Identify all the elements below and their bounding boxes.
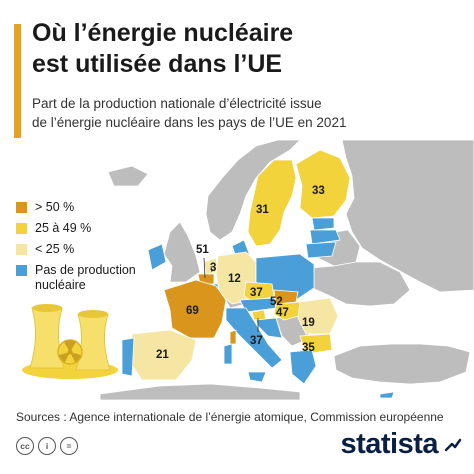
legend-swatch-under-25 xyxy=(16,244,27,255)
license-icons: cc i = xyxy=(16,437,82,455)
page-title: Où l’énergie nucléaire est utilisée dans… xyxy=(32,18,462,80)
corsica-island xyxy=(229,329,237,345)
belgium-leader-line xyxy=(203,257,206,279)
ukraine-land xyxy=(309,261,411,307)
source-note: Sources : Agence internationale de l’éne… xyxy=(16,410,444,424)
spain-value: 21 xyxy=(156,349,169,361)
czechia-value: 37 xyxy=(250,287,263,299)
italy-country xyxy=(225,307,283,369)
cooling-tower-right xyxy=(75,313,111,371)
legend-label-no-production: Pas de production nucléaire xyxy=(35,263,136,292)
sardinia-island xyxy=(223,343,233,365)
no-derivatives-icon[interactable]: = xyxy=(60,437,78,455)
estonia-country xyxy=(311,217,335,231)
title-accent-bar xyxy=(14,24,21,144)
france-country xyxy=(163,279,227,339)
cooling-towers-illustration xyxy=(22,304,118,379)
turkey-land xyxy=(333,343,471,385)
subtitle-line-1: Part de la production nationale d’électr… xyxy=(32,96,322,111)
germany-value: 12 xyxy=(228,273,241,285)
sweden-country xyxy=(247,159,297,247)
attribution-icon[interactable]: i xyxy=(38,437,56,455)
subtitle-line-2: de l’énergie nucléaire dans les pays de … xyxy=(32,115,347,130)
cyprus-country xyxy=(379,391,395,399)
legend-swatch-no-production xyxy=(16,265,27,276)
portugal-country xyxy=(121,337,135,377)
uk-land xyxy=(163,221,201,283)
legend-label-under-25: < 25 % xyxy=(35,242,75,256)
france-value: 69 xyxy=(186,305,199,317)
sicily-island xyxy=(247,371,267,383)
bulgaria-value: 35 xyxy=(302,342,315,354)
hungary-value: 47 xyxy=(276,307,289,319)
europe-map: 33 31 51 3 12 69 37 52 47 37 19 35 21 xyxy=(0,138,474,400)
cooling-tower-left xyxy=(29,307,65,369)
finland-country xyxy=(295,149,351,219)
legend-label-over-50: > 50 % xyxy=(35,200,75,214)
slovenia-value: 37 xyxy=(250,335,263,347)
netherlands-value: 3 xyxy=(210,262,216,274)
legend-item-25-49: 25 à 49 % xyxy=(16,221,146,236)
bulgaria-country xyxy=(299,333,333,355)
statista-logo[interactable]: statista xyxy=(340,428,438,460)
ireland-country xyxy=(147,243,167,271)
finland-value: 33 xyxy=(312,185,325,197)
title-line-2: est utilisée dans l’UE xyxy=(32,50,283,78)
iceland-land xyxy=(107,165,149,187)
slovenia-country xyxy=(251,309,267,321)
legend-swatch-over-50 xyxy=(16,202,27,213)
cc-icon[interactable]: cc xyxy=(16,437,34,455)
tower-right-top xyxy=(78,310,108,318)
legend-item-no-production: Pas de production nucléaire xyxy=(16,263,146,293)
norway-land xyxy=(205,139,301,241)
legend-swatch-25-49 xyxy=(16,223,27,234)
slovakia-value: 52 xyxy=(270,296,283,308)
tower-left-top xyxy=(32,304,62,312)
greece-country xyxy=(289,349,317,385)
map-legend: > 50 % 25 à 49 % < 25 % Pas de productio… xyxy=(16,200,146,299)
belgium-value: 51 xyxy=(196,244,209,256)
russia-land xyxy=(341,139,474,293)
latvia-country xyxy=(309,229,341,245)
netherlands-leader-line xyxy=(210,265,213,273)
statista-logo-icon[interactable] xyxy=(444,436,462,454)
subtitle: Part de la production nationale d’électr… xyxy=(32,94,462,132)
legend-item-over-50: > 50 % xyxy=(16,200,146,215)
radiation-icon-center xyxy=(67,349,73,355)
title-line-1: Où l’énergie nucléaire xyxy=(32,19,294,47)
romania-value: 19 xyxy=(302,317,315,329)
legend-item-under-25: < 25 % xyxy=(16,242,146,257)
legend-label-25-49: 25 à 49 % xyxy=(35,221,92,235)
sweden-value: 31 xyxy=(256,204,269,216)
lithuania-country xyxy=(305,241,337,259)
north-africa-land xyxy=(99,383,301,400)
